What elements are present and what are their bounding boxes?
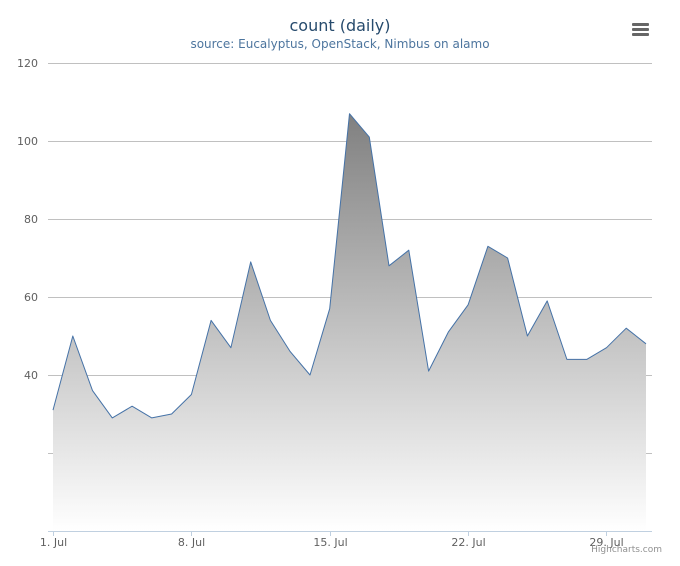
data-point[interactable] (110, 416, 114, 420)
data-point[interactable] (328, 307, 332, 311)
data-point[interactable] (525, 334, 529, 338)
data-point[interactable] (308, 373, 312, 377)
export-menu-button[interactable] (626, 16, 656, 42)
data-point[interactable] (51, 408, 55, 412)
area-layer (51, 112, 648, 531)
series-line (52, 113, 647, 419)
data-point[interactable] (170, 412, 174, 416)
series-area-fill (53, 113, 646, 531)
y-tick-label: 80 (24, 213, 38, 226)
data-point[interactable] (288, 350, 292, 354)
y-tick-label: 60 (24, 291, 38, 304)
x-tick-label: 22. Jul (451, 536, 485, 549)
y-tick-label: 100 (17, 135, 38, 148)
data-point[interactable] (91, 389, 95, 393)
data-point[interactable] (268, 318, 272, 322)
data-point[interactable] (348, 112, 352, 116)
data-point[interactable] (209, 318, 213, 322)
data-point[interactable] (387, 264, 391, 268)
x-tick-label: 15. Jul (313, 536, 347, 549)
y-tick-label: 40 (24, 369, 38, 382)
data-point[interactable] (545, 299, 549, 303)
data-point[interactable] (466, 303, 470, 307)
data-point[interactable] (71, 334, 75, 338)
data-point[interactable] (644, 342, 648, 346)
label-layer: 1. Jul 8. Jul 15. Jul 22. Jul 29. Jul 40 60 80 1… (17, 57, 624, 549)
data-point[interactable] (249, 260, 253, 264)
data-point[interactable] (624, 326, 628, 330)
data-point[interactable] (565, 357, 569, 361)
data-point[interactable] (427, 369, 431, 373)
data-point[interactable] (229, 346, 233, 350)
chart-title: count (daily) (289, 16, 391, 35)
credits-link[interactable]: Highcharts.com (591, 545, 662, 555)
data-point[interactable] (367, 135, 371, 139)
data-point[interactable] (446, 330, 450, 334)
x-tick-label: 29. Jul (589, 536, 623, 549)
data-point[interactable] (407, 248, 411, 252)
data-point[interactable] (585, 357, 589, 361)
x-tick-label: 8. Jul (178, 536, 205, 549)
data-point[interactable] (605, 346, 609, 350)
data-point[interactable] (486, 244, 490, 248)
data-point[interactable] (189, 393, 193, 397)
x-tick-label: 1. Jul (40, 536, 67, 549)
data-point[interactable] (130, 404, 134, 408)
data-point[interactable] (506, 256, 510, 260)
y-tick-label: 120 (17, 57, 38, 70)
chart-subtitle: source: Eucalyptus, OpenStack, Nimbus on… (190, 37, 490, 51)
axis-layer (48, 531, 652, 536)
data-point[interactable] (150, 416, 154, 420)
hamburger-menu-icon[interactable] (626, 16, 656, 42)
